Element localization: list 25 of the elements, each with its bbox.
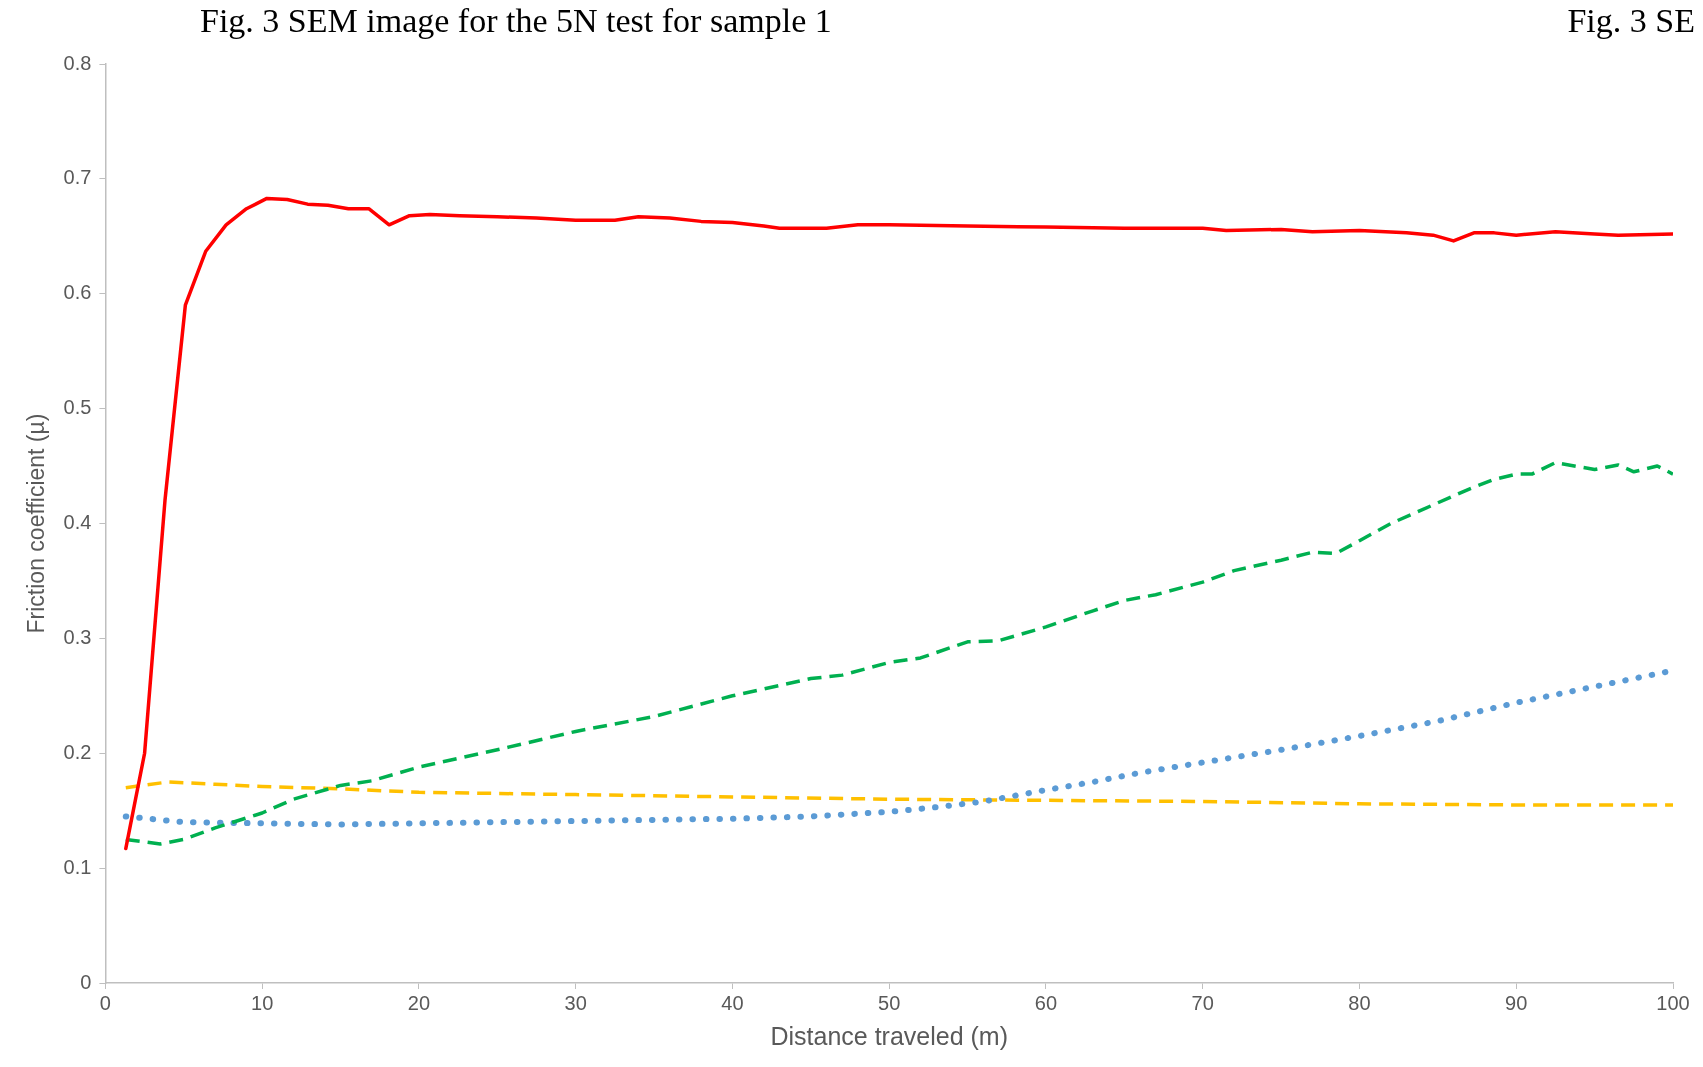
- x-tick-label: 70: [1191, 991, 1214, 1014]
- y-tick-label: 0.5: [63, 396, 92, 419]
- y-tick-label: 0.3: [63, 625, 92, 648]
- caption: Fig. 3 SEM image for the 5N test for sample 1: [200, 2, 832, 40]
- y-tick-label: 0.1: [63, 855, 92, 878]
- x-axis-title: Distance traveled (m): [770, 1021, 1008, 1050]
- x-tick-label: 50: [878, 991, 901, 1014]
- x-tick-label: 90: [1505, 991, 1528, 1014]
- y-tick-label: 0.8: [63, 51, 92, 74]
- y-tick-label: 0.7: [63, 166, 92, 189]
- x-tick-label: 100: [1656, 991, 1690, 1014]
- y-axis-title: Friction coefficient (µ): [23, 413, 50, 634]
- x-tick-label: 20: [407, 991, 431, 1014]
- x-tick-label: 80: [1348, 991, 1371, 1014]
- y-tick-label: 0.6: [63, 281, 92, 304]
- x-tick-label: 60: [1034, 991, 1058, 1014]
- x-tick-label: 30: [564, 991, 587, 1014]
- y-tick-label: 0.4: [63, 511, 92, 534]
- x-tick-label: 0: [99, 991, 111, 1014]
- x-tick-label: 10: [251, 991, 274, 1014]
- y-tick-label: 0: [80, 970, 92, 993]
- caption: Fig. 3 SE: [1567, 2, 1695, 40]
- x-tick-label: 40: [721, 991, 744, 1014]
- y-tick-label: 0.2: [63, 740, 92, 763]
- line-series: [124, 780, 1673, 807]
